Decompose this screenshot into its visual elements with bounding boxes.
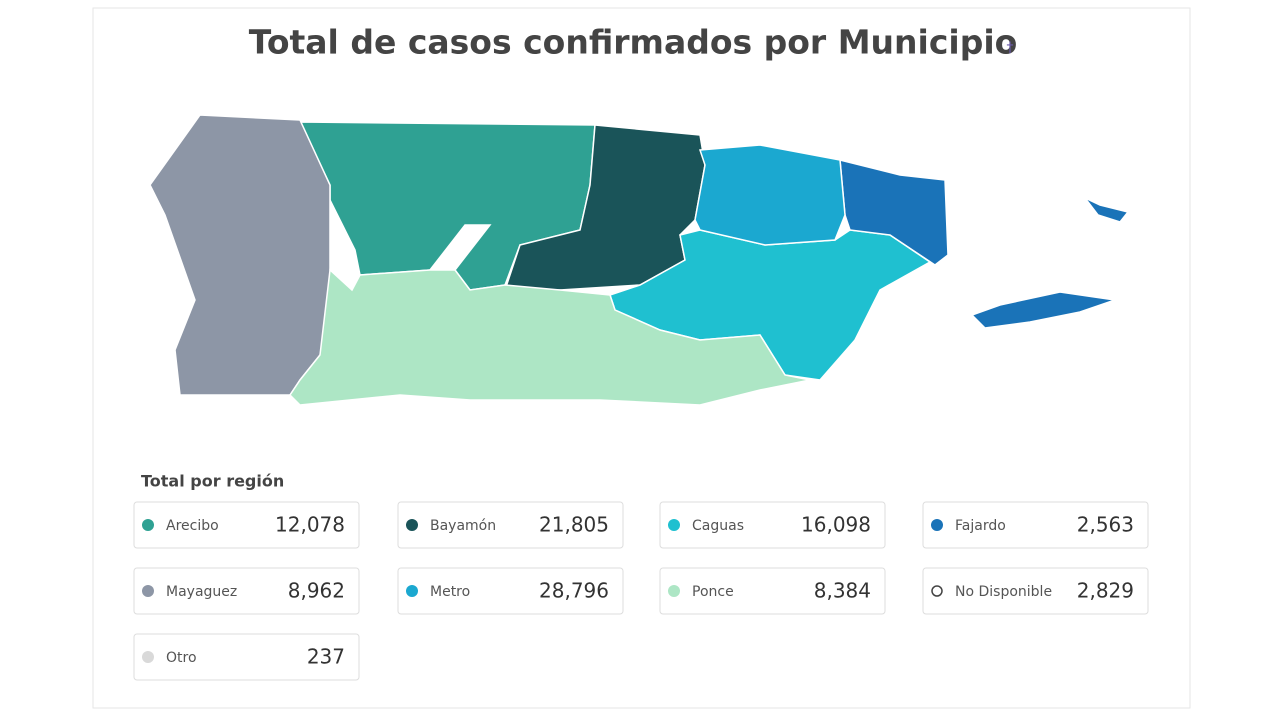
legend-item xyxy=(133,501,360,549)
legend-label: Ponce xyxy=(692,584,734,600)
legend-item xyxy=(133,567,360,615)
legend-swatch xyxy=(931,519,943,531)
legend: Arecibo 12,078 Bayamón 21,805 Caguas 16,098 Fa… xyxy=(133,501,1149,681)
legend-title: Total por región xyxy=(141,472,284,491)
legend-swatch xyxy=(668,519,680,531)
legend-label: Caguas xyxy=(692,518,744,534)
legend-swatch xyxy=(931,585,943,597)
legend-item xyxy=(397,501,624,549)
legend-swatch xyxy=(406,519,418,531)
map-region xyxy=(970,291,1116,329)
legend-label: Fajardo xyxy=(955,518,1006,534)
footnote-mark[interactable]: † xyxy=(1007,40,1014,56)
map xyxy=(149,114,1130,406)
map-region xyxy=(1084,197,1130,223)
legend-item xyxy=(922,567,1149,615)
legend-value: 2,829 xyxy=(1077,579,1134,603)
legend-value: 28,796 xyxy=(539,579,609,603)
legend-swatch xyxy=(406,585,418,597)
legend-value: 16,098 xyxy=(801,513,871,537)
legend-item xyxy=(922,501,1149,549)
legend-label: Bayamón xyxy=(430,518,496,534)
legend-value: 8,962 xyxy=(288,579,345,603)
legend-value: 21,805 xyxy=(539,513,609,537)
legend-label: Arecibo xyxy=(166,518,219,534)
legend-swatch xyxy=(142,651,154,663)
legend-item xyxy=(659,567,886,615)
legend-value: 8,384 xyxy=(814,579,871,603)
legend-item xyxy=(133,633,360,681)
legend-label: No Disponible xyxy=(955,584,1052,600)
legend-label: Mayaguez xyxy=(166,584,237,600)
legend-item xyxy=(397,567,624,615)
map-region xyxy=(289,268,811,406)
legend-swatch xyxy=(142,585,154,597)
legend-value: 2,563 xyxy=(1077,513,1134,537)
legend-swatch xyxy=(142,519,154,531)
map-region xyxy=(694,144,846,246)
title: Total de casos confirmados por Municipio xyxy=(249,23,1018,62)
legend-label: Metro xyxy=(430,584,470,600)
legend-swatch xyxy=(668,585,680,597)
legend-label: Otro xyxy=(166,650,197,666)
map-region xyxy=(839,159,949,266)
legend-value: 12,078 xyxy=(275,513,345,537)
legend-value: 237 xyxy=(307,645,345,669)
legend-item xyxy=(659,501,886,549)
